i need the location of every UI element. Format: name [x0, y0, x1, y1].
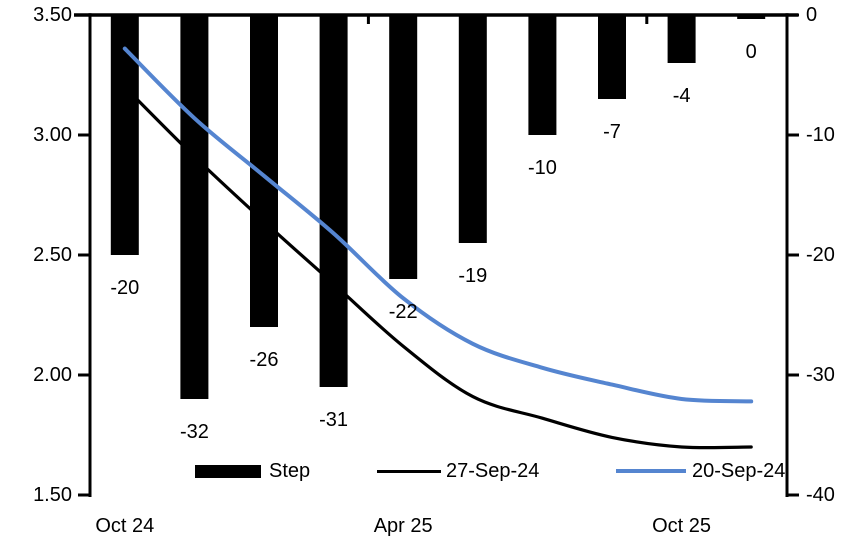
left-axis-label-2: 2.50 [33, 244, 72, 266]
bar-value-label-7: -7 [603, 121, 621, 143]
x-axis-label-1: Apr 25 [373, 515, 433, 537]
bar-value-label-8: -4 [672, 85, 691, 107]
bar-value-label-3: -31 [319, 409, 349, 431]
x-axis-label-2: Oct 25 [652, 515, 712, 537]
step-bar-6 [528, 15, 557, 135]
step-bar-2 [250, 15, 278, 327]
bar-value-label-9: 0 [745, 41, 757, 63]
step-bar-5 [458, 15, 487, 243]
legend-label-step: Step [269, 460, 311, 482]
step-bar-3 [319, 15, 348, 387]
legend-label-20-sep-24: 20-Sep-24 [692, 460, 786, 482]
legend-item-step: Step [195, 458, 315, 484]
right-axis-label-4: -40 [806, 484, 835, 506]
left-axis-label-3: 2.00 [33, 364, 72, 386]
right-axis-label-0: 0 [806, 4, 818, 26]
bar-value-label-4: -22 [388, 301, 418, 323]
bar-value-label-2: -26 [249, 349, 279, 371]
bar-value-label-1: -32 [179, 421, 209, 443]
line-27-sep-24 [123, 85, 753, 450]
legend-item-27-sep-24: 27-Sep-24 [377, 458, 557, 484]
step-bar-9 [737, 15, 766, 19]
left-axis-label-1: 3.00 [33, 124, 72, 146]
right-axis-label-3: -30 [806, 364, 835, 386]
step-bar-1 [180, 15, 209, 399]
legend-label-27-sep-24: 27-Sep-24 [446, 460, 540, 482]
legend-swatch-step-icon [195, 465, 261, 478]
left-axis-label-4: 1.50 [33, 484, 72, 506]
line-20-sep-24 [122, 46, 754, 404]
left-axis-label-0: 3.50 [33, 4, 72, 26]
bar-value-label-6: -10 [527, 157, 557, 179]
bar-value-label-0: -20 [110, 277, 140, 299]
step-bar-8 [667, 15, 696, 63]
bar-value-label-5: -19 [458, 265, 488, 287]
step-bar-7 [598, 15, 626, 99]
legend-swatch-20-sep-line-icon [616, 469, 686, 473]
step-bar-4 [389, 15, 418, 279]
right-axis-label-2: -20 [806, 244, 835, 266]
legend-item-20-sep-24: 20-Sep-24 [616, 458, 806, 484]
step-bar-0 [110, 15, 139, 255]
right-axis-label-1: -10 [806, 124, 835, 146]
x-axis-label-0: Oct 24 [95, 515, 155, 537]
legend-swatch-27-sep-line-icon [377, 470, 441, 473]
